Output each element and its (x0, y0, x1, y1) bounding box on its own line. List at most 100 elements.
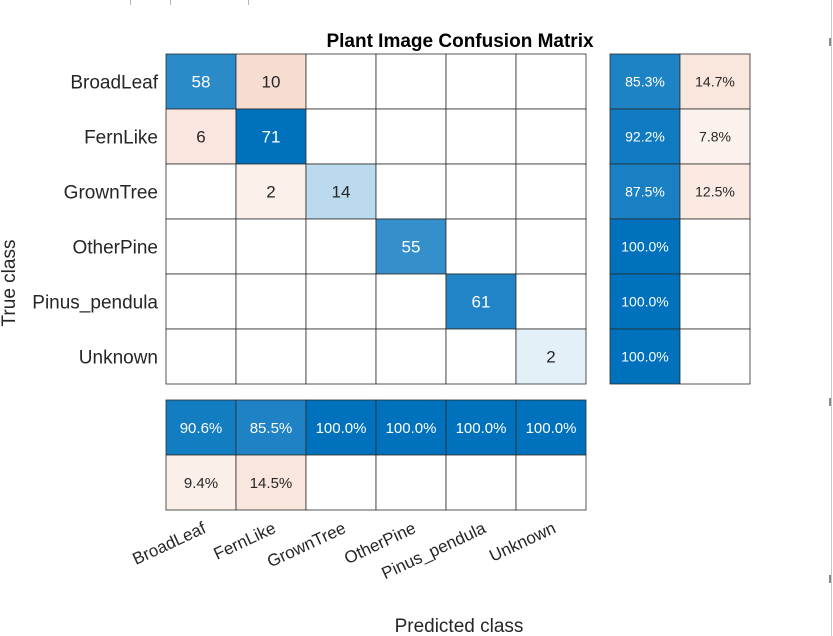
matrix-cell (375, 218, 447, 275)
column-summary-incorrect (515, 454, 587, 511)
matrix-cell (235, 273, 307, 330)
matrix-cell (305, 328, 377, 385)
matrix-cell (235, 218, 307, 275)
column-summary-correct-value: 100.0% (316, 420, 367, 437)
matrix-cell (165, 108, 237, 165)
column-summary-incorrect (445, 454, 517, 511)
matrix-cell (305, 108, 377, 165)
matrix-cell (515, 273, 587, 330)
matrix-cell (305, 163, 377, 220)
matrix-cell (515, 53, 587, 110)
matrix-cell (165, 273, 237, 330)
matrix-cell (165, 328, 237, 385)
matrix-cell-value: 6 (196, 128, 205, 147)
x-tick-label: BroadLeaf (130, 518, 209, 568)
window-right-edge (831, 0, 832, 636)
matrix-cell (515, 328, 587, 385)
window-edge-mark (829, 575, 831, 583)
matrix-cell (445, 328, 517, 385)
matrix-cell-value: 14 (332, 183, 351, 202)
row-summary-correct (609, 273, 681, 330)
y-tick-label: FernLike (84, 128, 158, 149)
row-summary-incorrect (679, 273, 751, 330)
matrix-cell-value: 61 (472, 293, 491, 312)
row-summary-correct-value: 85.3% (625, 74, 665, 90)
matrix-cell (235, 108, 307, 165)
row-summary-incorrect (679, 218, 751, 275)
matrix-cell (235, 328, 307, 385)
matrix-cell (305, 273, 377, 330)
y-tick-label: Unknown (79, 348, 158, 369)
matrix-cell (305, 53, 377, 110)
matrix-cell (515, 163, 587, 220)
row-summary-incorrect (679, 108, 751, 165)
row-summary-incorrect (679, 163, 751, 220)
matrix-cell (165, 163, 237, 220)
row-summary-correct (609, 163, 681, 220)
matrix-cell (515, 218, 587, 275)
matrix-cell (515, 108, 587, 165)
y-tick-label: OtherPine (72, 238, 158, 259)
matrix-cell (445, 218, 517, 275)
row-summary-incorrect (679, 53, 751, 110)
chart-title: Plant Image Confusion Matrix (326, 31, 594, 52)
y-tick-label: GrownTree (64, 183, 158, 204)
y-tick-label: BroadLeaf (70, 73, 158, 94)
matrix-cell (445, 273, 517, 330)
row-summary-correct (609, 328, 681, 385)
column-summary-correct (165, 399, 237, 456)
row-summary-correct-value: 87.5% (625, 184, 665, 200)
column-summary-incorrect (375, 454, 447, 511)
column-summary-correct (515, 399, 587, 456)
matrix-cell (375, 53, 447, 110)
column-summary-incorrect-value: 14.5% (250, 475, 293, 492)
column-summary-incorrect (165, 454, 237, 511)
matrix-cell-value: 58 (192, 73, 211, 92)
window-edge-mark (829, 38, 831, 46)
matrix-cell (375, 328, 447, 385)
row-summary-correct-value: 100.0% (621, 239, 668, 255)
matrix-cell-value: 10 (262, 73, 281, 92)
matrix-cell (165, 53, 237, 110)
x-axis-label: Predicted class (395, 616, 524, 636)
matrix-cell (445, 163, 517, 220)
column-summary-incorrect-value: 9.4% (184, 475, 218, 492)
matrix-cell (305, 218, 377, 275)
matrix-cell-value: 2 (266, 183, 275, 202)
matrix-cell (445, 108, 517, 165)
column-summary-correct-value: 100.0% (526, 420, 577, 437)
window-edge-mark (829, 398, 831, 406)
window-top-bar (0, 0, 833, 5)
row-summary-incorrect-value: 12.5% (695, 184, 735, 200)
matrix-cell (375, 273, 447, 330)
row-summary-correct (609, 108, 681, 165)
column-summary-correct-value: 100.0% (456, 420, 507, 437)
column-summary-correct (375, 399, 447, 456)
column-summary-correct (305, 399, 377, 456)
matrix-cell-value: 71 (262, 128, 281, 147)
row-summary-correct (609, 218, 681, 275)
x-tick-label: GrownTree (264, 518, 349, 571)
matrix-cell (375, 163, 447, 220)
row-summary-incorrect-value: 7.8% (699, 129, 731, 145)
column-summary-correct (235, 399, 307, 456)
row-summary-correct-value: 100.0% (621, 349, 668, 365)
y-axis-label: True class (0, 240, 20, 327)
column-summary-correct (445, 399, 517, 456)
row-summary-incorrect (679, 328, 751, 385)
matrix-cell-value: 2 (546, 348, 555, 367)
matrix-cell (235, 163, 307, 220)
column-summary-correct-value: 90.6% (180, 420, 223, 437)
matrix-cell (165, 218, 237, 275)
row-summary-correct-value: 92.2% (625, 129, 665, 145)
y-tick-label: Pinus_pendula (32, 293, 158, 314)
row-summary-correct-value: 100.0% (621, 294, 668, 310)
column-summary-correct-value: 85.5% (250, 420, 293, 437)
matrix-cell-value: 55 (402, 238, 421, 257)
x-tick-label: Unknown (486, 518, 558, 565)
matrix-cell (445, 53, 517, 110)
matrix-cell (375, 108, 447, 165)
column-summary-incorrect (305, 454, 377, 511)
row-summary-incorrect-value: 14.7% (695, 74, 735, 90)
